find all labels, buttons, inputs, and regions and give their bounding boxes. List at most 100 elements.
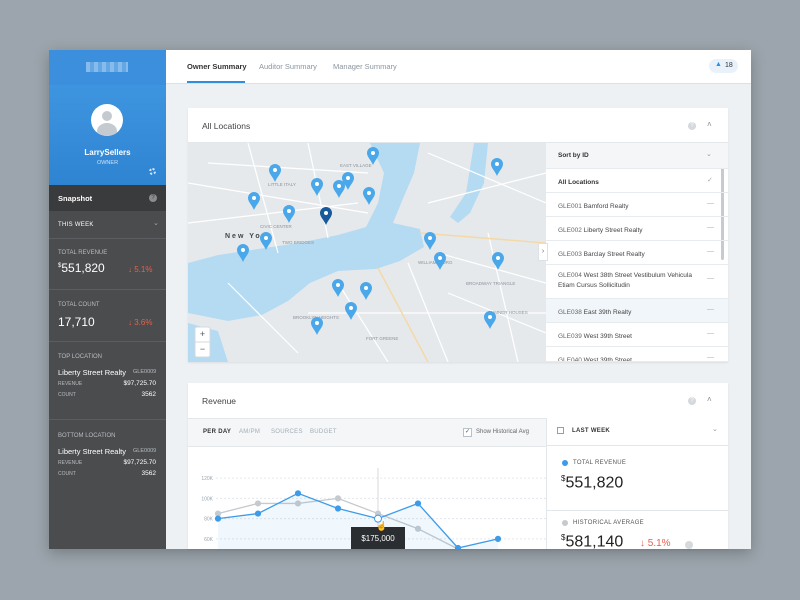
map-pin[interactable] — [363, 187, 375, 205]
chart-tabs — [188, 418, 546, 447]
map-pin[interactable] — [367, 147, 379, 165]
location-row[interactable]: GLE038 East 39th Realty — [546, 299, 728, 323]
pin-shape — [283, 205, 295, 223]
currency: $ — [58, 263, 62, 269]
location-name: East 39th Realty — [583, 309, 632, 316]
pin-dot — [287, 209, 291, 213]
stat-value: $551,820 — [561, 474, 623, 492]
map-pin[interactable] — [332, 279, 344, 297]
help-icon[interactable]: ? — [149, 194, 157, 202]
stat-value: $581,140 — [561, 533, 623, 549]
value: 581,140 — [565, 533, 624, 549]
map-pin[interactable] — [345, 302, 357, 320]
location-name: Barclay Street Realty — [583, 251, 645, 258]
tab[interactable]: Manager Summary — [333, 62, 397, 71]
list-toggle[interactable]: › — [538, 243, 548, 261]
metric-label: REVENUE — [58, 381, 83, 387]
map-pin[interactable] — [434, 252, 446, 270]
user-name: LarrySellers — [84, 148, 131, 157]
map-pin[interactable] — [492, 252, 504, 270]
help-icon[interactable] — [685, 541, 693, 549]
map-label: BROADWAY TRIANGLE — [466, 281, 515, 286]
panel-title: All Locations — [202, 121, 251, 131]
collapse-icon[interactable]: ˄ — [707, 120, 712, 129]
tab[interactable]: Auditor Summary — [259, 62, 317, 71]
map-pin[interactable] — [269, 164, 281, 182]
stats-column — [546, 418, 729, 549]
map-pin[interactable] — [260, 232, 272, 250]
river — [188, 143, 424, 321]
map-pin[interactable] — [491, 158, 503, 176]
map-pin[interactable] — [320, 207, 332, 225]
notifications[interactable]: ▲ 18 — [709, 59, 738, 73]
tab[interactable]: AM/PM — [239, 429, 261, 435]
period-select[interactable]: THIS WEEK ⌄ — [49, 211, 166, 239]
city-label: New York — [225, 233, 272, 240]
map-pin[interactable] — [248, 192, 260, 210]
pin-shape — [434, 252, 446, 270]
y-tick-label: 120K — [201, 476, 213, 482]
location-row[interactable]: GLE039 West 39th Street — [546, 323, 728, 347]
menu-icon: — — [707, 224, 714, 231]
location-name: West 39th Street — [583, 357, 632, 362]
map-pin[interactable] — [342, 172, 354, 190]
location-row[interactable]: GLE003 Barclay Street Realty — [546, 241, 728, 265]
location-name: Liberty Street Realty — [583, 227, 643, 234]
help-icon[interactable]: ? — [688, 122, 696, 130]
location-row[interactable]: GLE002 Liberty Street Realty — [546, 217, 728, 241]
location-row[interactable]: GLE004 West 38th Street Vestibulum Vehic… — [546, 265, 728, 299]
point — [254, 510, 262, 517]
checkbox[interactable]: ✓ — [463, 428, 472, 437]
currency: $ — [561, 474, 566, 483]
pin-dot — [495, 162, 499, 166]
map-label: EAST VILLAGE — [340, 163, 372, 168]
location-id: GLE004 — [558, 272, 582, 279]
map-pin[interactable] — [360, 282, 372, 300]
pin-dot — [273, 168, 277, 172]
map-pin[interactable] — [333, 180, 345, 198]
tab[interactable]: SOURCES — [271, 429, 303, 435]
menu-icon: — — [707, 248, 714, 255]
map-pin[interactable] — [484, 311, 496, 329]
period-select[interactable]: LAST WEEK ⌄ — [546, 418, 728, 446]
map-label: LITTLE ITALY — [268, 182, 296, 187]
divider — [546, 510, 728, 511]
panel-title: Revenue — [202, 396, 237, 406]
avatar[interactable] — [91, 104, 123, 136]
map-pin[interactable] — [424, 232, 436, 250]
sort-select[interactable]: Sort by ID — [546, 143, 728, 169]
divider — [49, 419, 166, 420]
zoom-controls[interactable]: + − — [194, 326, 211, 358]
stat-value: 17,710 — [58, 315, 95, 329]
snapshot-title: Snapshot — [58, 194, 93, 203]
location-name: Liberty Street Realty — [58, 447, 126, 456]
pin-shape — [248, 192, 260, 210]
help-icon[interactable]: ? — [688, 397, 696, 405]
pin-dot — [264, 236, 268, 240]
tab[interactable]: Owner Summary — [187, 62, 247, 71]
map-pin[interactable] — [311, 178, 323, 196]
location-name: All Locations — [558, 179, 599, 186]
collapse-icon[interactable]: ˄ — [707, 395, 712, 404]
map-pin[interactable] — [237, 244, 249, 262]
point — [494, 535, 502, 542]
divider — [49, 289, 166, 290]
map-pin[interactable] — [311, 317, 323, 335]
pin-shape — [320, 207, 332, 225]
settings-icon[interactable] — [149, 168, 156, 175]
tab[interactable]: BUDGET — [310, 429, 337, 435]
stat-label: TOTAL COUNT — [58, 302, 100, 308]
map-pin[interactable] — [283, 205, 295, 223]
metric-label: COUNT — [58, 392, 76, 398]
value: 551,820 — [61, 261, 105, 275]
location-row[interactable]: GLE040 West 39th Street — [546, 347, 728, 362]
change: 5.1% — [134, 265, 153, 274]
location-row[interactable]: GLE001 Bamford Realty — [546, 193, 728, 217]
point — [254, 500, 262, 507]
stat-change: ↓ 5.1% — [640, 538, 671, 549]
location-id: GLE038 — [558, 309, 582, 316]
map[interactable]: New York EAST VILLAGE LITTLE ITALY CIVIC C… — [188, 143, 546, 362]
location-row[interactable]: All Locations — [546, 169, 728, 193]
tab[interactable]: PER DAY — [203, 429, 232, 435]
notification-count: 18 — [725, 62, 733, 69]
